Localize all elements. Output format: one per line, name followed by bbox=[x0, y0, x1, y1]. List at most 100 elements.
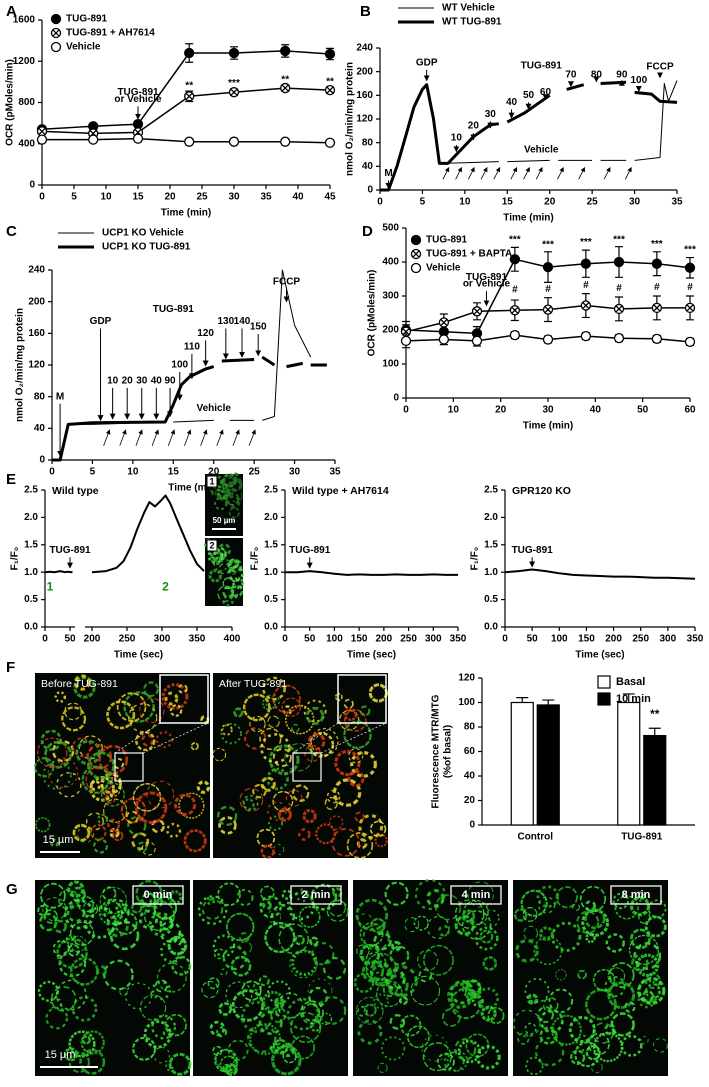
x-tick-label: 35 bbox=[329, 467, 341, 478]
x-tick-label: 250 bbox=[632, 634, 649, 645]
annotation: 80 bbox=[591, 69, 603, 80]
micrograph-texture bbox=[228, 472, 241, 485]
micrograph-texture bbox=[569, 1049, 586, 1065]
micrograph-texture bbox=[87, 751, 116, 780]
annotation-arrow bbox=[184, 429, 192, 446]
micrograph-texture bbox=[268, 744, 300, 776]
annotation: 40 bbox=[506, 97, 518, 108]
micrograph-texture bbox=[267, 715, 280, 728]
image-label: Before TUG-891 bbox=[41, 678, 118, 690]
micrograph-texture bbox=[307, 732, 326, 751]
micrograph-texture bbox=[524, 978, 550, 1004]
error-bar bbox=[648, 727, 661, 736]
annotation: 100 bbox=[171, 360, 188, 371]
image-label: 0 min bbox=[144, 889, 173, 901]
micrograph-texture bbox=[605, 933, 625, 953]
micrograph-texture bbox=[98, 744, 129, 775]
y-tick-label: 200 bbox=[28, 296, 45, 307]
micrograph-texture bbox=[285, 789, 303, 807]
micrograph-texture bbox=[72, 823, 91, 842]
y-tick-label: 200 bbox=[356, 66, 373, 77]
micrograph-texture bbox=[37, 905, 48, 916]
micrograph-texture bbox=[286, 891, 316, 921]
micrograph-texture bbox=[272, 748, 292, 767]
annotation: 130 bbox=[217, 316, 234, 327]
marker bbox=[184, 136, 195, 147]
x-tick-label: 50 bbox=[64, 634, 76, 645]
micrograph-texture bbox=[576, 910, 600, 934]
micrograph-texture bbox=[190, 742, 199, 751]
annotation: 20 bbox=[468, 121, 480, 132]
micrograph-texture bbox=[555, 969, 567, 981]
y-tick-label: 800 bbox=[18, 97, 35, 108]
marker bbox=[228, 47, 240, 59]
micrograph-texture bbox=[131, 902, 143, 914]
micrograph-texture bbox=[348, 748, 364, 764]
micrograph-texture bbox=[47, 757, 79, 789]
zoom-box bbox=[292, 752, 322, 782]
y-tick-label: 1.5 bbox=[24, 539, 38, 550]
micrograph-texture bbox=[101, 782, 125, 807]
x-tick-label: 0 bbox=[403, 405, 409, 416]
micrograph-texture bbox=[212, 1045, 223, 1056]
x-tick-label: 50 bbox=[304, 634, 316, 645]
micrograph-texture bbox=[464, 988, 477, 1001]
x-axis-label: Time (min) bbox=[523, 421, 573, 432]
micrograph-texture bbox=[280, 1042, 295, 1058]
micrograph-texture bbox=[155, 731, 173, 749]
micrograph-texture bbox=[373, 993, 389, 1010]
inset-label: 1 bbox=[209, 476, 214, 486]
inset-label: 2 bbox=[209, 540, 214, 550]
micrograph-texture bbox=[414, 879, 446, 911]
marker bbox=[509, 254, 521, 265]
marker bbox=[509, 305, 521, 316]
series-line bbox=[285, 570, 458, 576]
annotation: FCCP bbox=[273, 277, 301, 288]
y-tick-label: 2.0 bbox=[484, 512, 498, 523]
micrograph-texture bbox=[166, 822, 182, 838]
marker bbox=[542, 261, 554, 273]
annotation: 2 bbox=[162, 580, 169, 594]
annotation-arrow bbox=[200, 429, 208, 446]
x-tick-label: 350 bbox=[687, 634, 704, 645]
x-tick-label: 15 bbox=[168, 467, 180, 478]
micrograph-texture bbox=[298, 906, 321, 928]
micrograph-texture bbox=[63, 898, 95, 930]
micrograph-texture bbox=[391, 940, 402, 952]
micrograph-texture bbox=[592, 968, 616, 992]
legend-label: UCP1 KO TUG-891 bbox=[102, 242, 191, 253]
micrograph-texture bbox=[267, 909, 282, 924]
y-tick-label: 300 bbox=[382, 291, 399, 302]
micrograph-texture bbox=[213, 555, 229, 572]
micrograph-texture bbox=[106, 914, 129, 938]
annotation-arrow bbox=[232, 429, 240, 446]
micrograph-texture bbox=[326, 900, 349, 922]
y-tick-label: 0 bbox=[367, 185, 373, 196]
micrograph-texture bbox=[227, 565, 245, 582]
micrograph-texture bbox=[369, 820, 387, 838]
y-tick-label: 120 bbox=[458, 673, 475, 684]
image-label: 2 min bbox=[302, 889, 331, 901]
micrograph-texture bbox=[225, 981, 253, 1009]
micrograph-texture bbox=[355, 996, 384, 1025]
micrograph-texture bbox=[353, 972, 375, 993]
micrograph-texture bbox=[139, 994, 167, 1021]
micrograph-texture bbox=[39, 912, 58, 932]
micrograph-texture bbox=[77, 896, 94, 913]
micrograph-texture bbox=[302, 808, 317, 824]
micrograph-texture bbox=[106, 700, 136, 730]
micrograph-texture bbox=[269, 1042, 280, 1053]
y-tick-label: 60 bbox=[464, 746, 476, 757]
micrograph-texture bbox=[629, 896, 651, 917]
micrograph-texture bbox=[377, 1062, 388, 1073]
y-tick-label: 1.5 bbox=[484, 539, 498, 550]
x-tick-label: 10 bbox=[459, 197, 471, 208]
y-tick-label: 0 bbox=[469, 820, 475, 831]
micrograph-texture bbox=[149, 895, 163, 909]
x-axis-label: Time (sec) bbox=[575, 650, 624, 661]
micrograph-texture bbox=[608, 962, 635, 989]
micrograph-texture bbox=[35, 817, 51, 833]
micrograph-texture bbox=[132, 1036, 157, 1061]
micrograph-texture bbox=[467, 979, 482, 994]
micrograph-texture bbox=[373, 931, 392, 951]
